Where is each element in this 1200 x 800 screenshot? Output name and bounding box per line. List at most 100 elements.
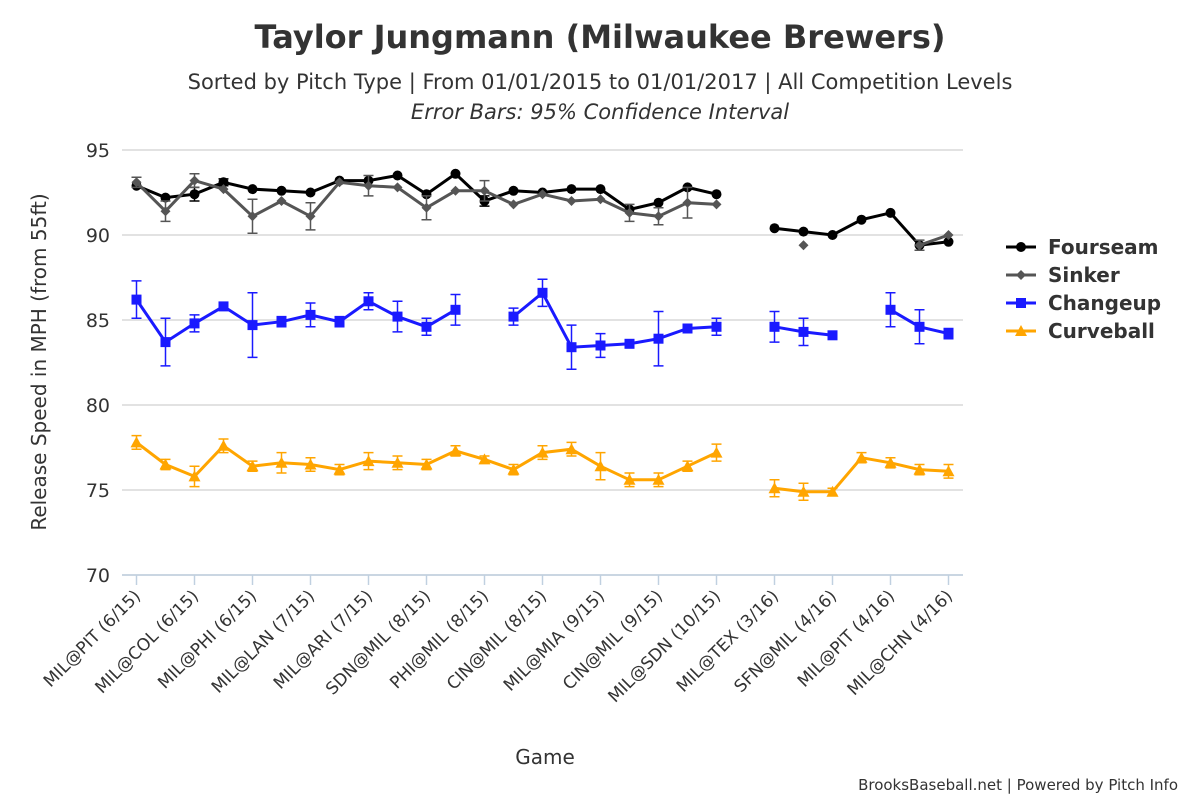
x-tick-label: MIL@COL (6/15) (92, 586, 204, 698)
x-axis-title: Game (515, 745, 575, 769)
chart-note: Error Bars: 95% Confidence Interval (411, 100, 789, 124)
y-tick-label: 85 (86, 310, 110, 332)
y-tick-label: 75 (86, 480, 110, 502)
point (450, 304, 461, 315)
point (536, 446, 549, 458)
point (537, 189, 548, 200)
point (159, 458, 172, 470)
point (420, 458, 433, 470)
point (595, 184, 606, 195)
point (450, 168, 461, 179)
point (392, 311, 403, 322)
y-tick-label: 95 (86, 140, 110, 162)
point (798, 226, 809, 237)
legend-symbol (1016, 242, 1026, 252)
legend-label: Sinker (1048, 263, 1120, 287)
legend-symbol (1016, 270, 1026, 280)
point (624, 207, 635, 218)
point (827, 330, 838, 341)
point (247, 211, 258, 222)
x-tick-label: MIL@TEX (3/16) (673, 586, 783, 696)
point (711, 189, 722, 200)
point (885, 304, 896, 315)
legend-label: Fourseam (1048, 235, 1159, 259)
point (421, 189, 432, 200)
legend-label: Changeup (1048, 291, 1161, 315)
chart-subtitle: Sorted by Pitch Type | From 01/01/2015 t… (188, 70, 1013, 95)
point (305, 309, 316, 320)
point (247, 320, 258, 331)
point (421, 202, 432, 213)
legend-label: Curveball (1048, 319, 1155, 343)
point (826, 485, 839, 497)
point (218, 301, 229, 312)
x-tick-label: MIL@ARI (7/15) (270, 586, 377, 693)
y-tick-label: 80 (86, 395, 110, 417)
point (362, 455, 375, 467)
x-tick-label: SFN@MIL (4/16) (731, 586, 842, 697)
point (189, 318, 200, 329)
point (131, 294, 142, 305)
point (566, 342, 577, 353)
point (449, 444, 462, 456)
point (537, 287, 548, 298)
point (276, 185, 287, 196)
point (711, 321, 722, 332)
point (769, 223, 780, 234)
point (334, 177, 345, 188)
point (682, 323, 693, 334)
point (623, 473, 636, 485)
point (189, 189, 200, 200)
point (333, 463, 346, 475)
point (305, 211, 316, 222)
point (160, 192, 171, 203)
point (798, 326, 809, 337)
point (188, 470, 201, 482)
point (275, 456, 288, 468)
point (594, 460, 607, 472)
y-tick-label: 90 (86, 225, 110, 247)
point (305, 187, 316, 198)
point (595, 340, 606, 351)
x-tick-label: CIN@MIL (9/15) (559, 586, 667, 694)
x-tick-label: MIL@LAN (7/15) (208, 586, 319, 697)
x-tick-label: PHI@MIL (8/15) (386, 586, 493, 693)
point (856, 214, 867, 225)
point (218, 184, 229, 195)
x-tick-label: MIL@CHN (4/16) (844, 586, 957, 699)
x-tick-label: MIL@PHI (6/15) (154, 586, 261, 693)
y-tick-label: 70 (86, 565, 110, 587)
point (710, 446, 723, 458)
point (363, 296, 374, 307)
point (276, 196, 287, 206)
x-tick-label: MIL@PIT (6/15) (40, 586, 145, 691)
point (478, 453, 491, 465)
point (363, 180, 374, 191)
point (421, 321, 432, 332)
point (508, 185, 519, 196)
point (653, 211, 664, 222)
x-tick-label: MIL@PIT (4/16) (794, 586, 899, 691)
point (334, 316, 345, 327)
point (885, 207, 896, 218)
point (682, 197, 693, 208)
point (624, 338, 635, 349)
point (913, 463, 926, 475)
point (914, 321, 925, 332)
point (681, 460, 694, 472)
x-tick-label: MIL@MIA (9/15) (500, 586, 609, 695)
point (160, 206, 171, 217)
point (942, 465, 955, 477)
point (798, 240, 809, 251)
point (304, 458, 317, 470)
point (769, 321, 780, 332)
point (855, 451, 868, 463)
credits: BrooksBaseball.net | Powered by Pitch In… (858, 776, 1178, 794)
point (797, 485, 810, 497)
point (479, 185, 490, 196)
point (160, 337, 171, 348)
point (565, 443, 578, 455)
point (276, 316, 287, 327)
legend-symbol (1015, 325, 1027, 336)
point (566, 184, 577, 195)
